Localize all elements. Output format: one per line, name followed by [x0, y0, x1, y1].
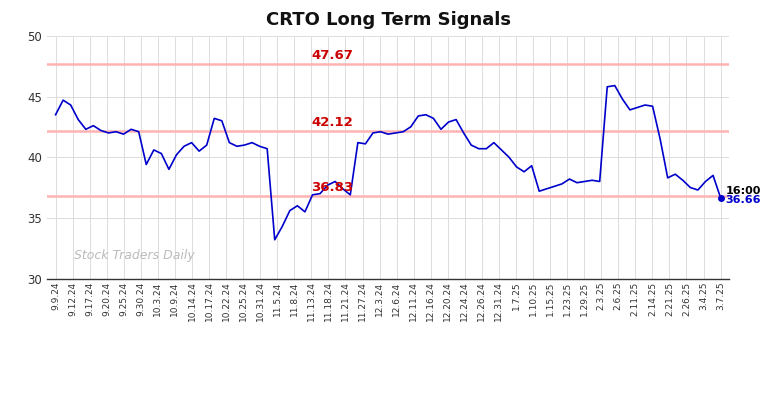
Title: CRTO Long Term Signals: CRTO Long Term Signals	[266, 11, 510, 29]
Text: Stock Traders Daily: Stock Traders Daily	[74, 249, 195, 261]
Text: 36.83: 36.83	[311, 181, 354, 193]
Text: 42.12: 42.12	[311, 116, 353, 129]
Text: 36.66: 36.66	[726, 195, 761, 205]
Text: 16:00: 16:00	[726, 186, 761, 196]
Text: 47.67: 47.67	[311, 49, 354, 62]
